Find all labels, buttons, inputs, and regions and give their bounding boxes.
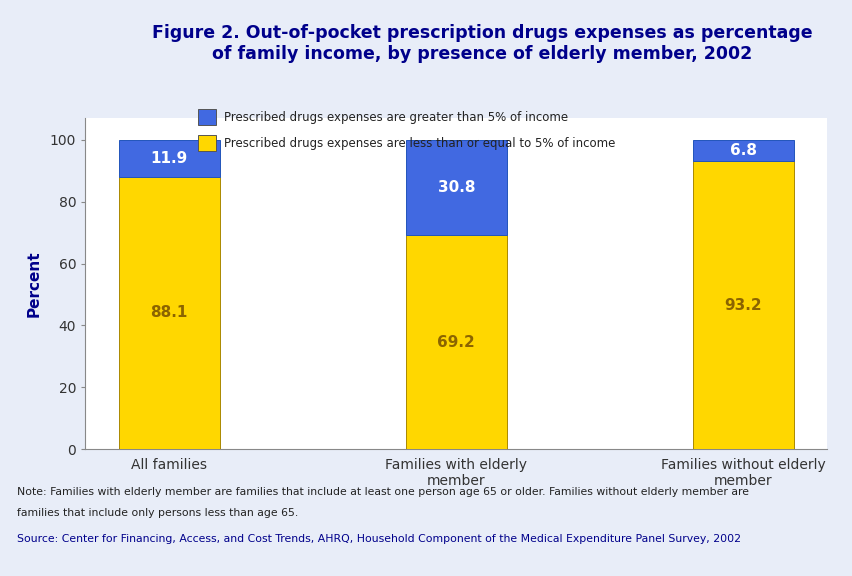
Bar (198, 109, 216, 125)
Text: families that include only persons less than age 65.: families that include only persons less … (17, 507, 298, 518)
Bar (198, 135, 216, 151)
Text: 69.2: 69.2 (437, 335, 475, 350)
Text: 11.9: 11.9 (151, 151, 187, 166)
Text: Note: Families with elderly member are families that include at least one person: Note: Families with elderly member are f… (17, 487, 748, 498)
Text: 93.2: 93.2 (724, 298, 762, 313)
Bar (693, 140, 792, 161)
Text: Prescribed drugs expenses are greater than 5% of income: Prescribed drugs expenses are greater th… (224, 111, 567, 124)
Bar (406, 140, 506, 235)
Bar (119, 140, 219, 177)
Text: 88.1: 88.1 (151, 305, 187, 320)
Text: 6.8: 6.8 (729, 143, 756, 158)
Y-axis label: Percent: Percent (26, 251, 42, 317)
Bar (119, 177, 219, 449)
Text: Figure 2. Out-of-pocket prescription drugs expenses as percentage
of family inco: Figure 2. Out-of-pocket prescription dru… (152, 24, 811, 63)
Bar (693, 161, 792, 449)
Text: Prescribed drugs expenses are less than or equal to 5% of income: Prescribed drugs expenses are less than … (224, 137, 615, 150)
Text: Source: Center for Financing, Access, and Cost Trends, AHRQ, Household Component: Source: Center for Financing, Access, an… (17, 533, 740, 544)
Text: 30.8: 30.8 (437, 180, 475, 195)
Bar (406, 235, 506, 449)
